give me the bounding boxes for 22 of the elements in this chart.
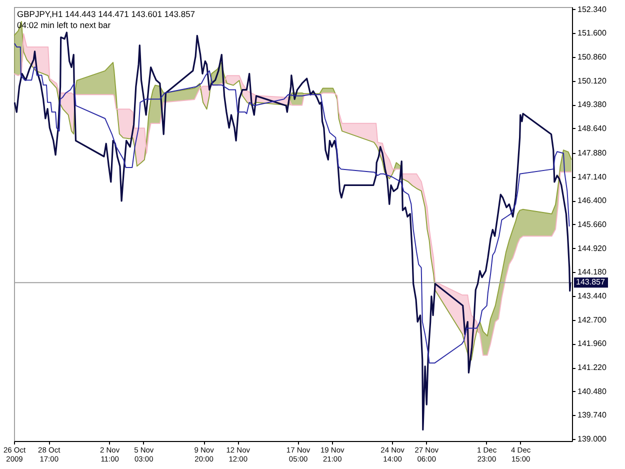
y-tick-label: 145.660 [578,220,607,229]
y-tick-label: 146.400 [578,196,607,206]
y-tick-label: 141.220 [578,363,607,372]
y-tick-label: 139.740 [578,410,607,420]
y-tick-label: 152.340 [578,4,607,14]
y-tick-label: 140.480 [578,386,607,396]
ref-line-label: 143.857 [576,278,606,287]
y-tick-label: 148.640 [578,124,607,133]
y-tick-label: 149.380 [578,100,607,110]
y-tick-label: 147.140 [578,172,607,182]
y-tick-label: 147.880 [578,148,607,158]
y-tick-label: 150.120 [578,76,607,86]
y-tick-label: 144.180 [578,268,607,277]
line-series [14,32,572,431]
y-tick-label: 151.600 [578,28,607,38]
y-tick-label: 144.920 [578,244,607,253]
y-tick-label: 139.000 [578,434,607,444]
y-tick-label: 142.700 [578,315,607,324]
chart-title: GBPJPY,H1 144.443 144.471 143.601 143.857 [17,9,196,19]
y-tick-label: 143.440 [578,292,607,301]
y-tick-label: 141.960 [578,339,607,348]
y-tick-label: 150.860 [578,52,607,62]
